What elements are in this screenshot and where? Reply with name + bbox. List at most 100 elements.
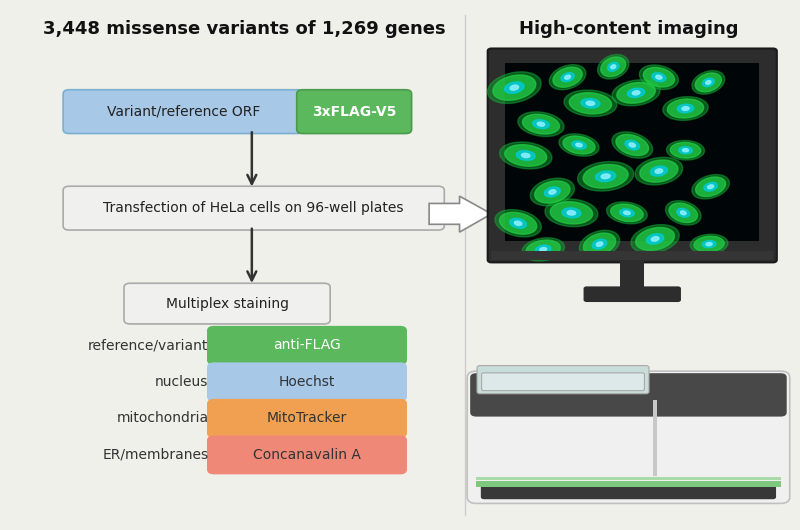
Ellipse shape <box>608 63 619 71</box>
FancyBboxPatch shape <box>481 484 776 499</box>
Ellipse shape <box>695 177 726 197</box>
Ellipse shape <box>617 83 655 103</box>
Ellipse shape <box>586 101 594 105</box>
Ellipse shape <box>631 225 679 253</box>
Ellipse shape <box>538 122 545 126</box>
Ellipse shape <box>563 136 595 154</box>
Ellipse shape <box>610 65 616 69</box>
FancyBboxPatch shape <box>583 286 681 302</box>
Bar <box>653 400 657 476</box>
Text: High-content imaging: High-content imaging <box>518 20 738 38</box>
Ellipse shape <box>583 233 616 255</box>
Ellipse shape <box>534 181 570 203</box>
Ellipse shape <box>612 132 653 158</box>
Ellipse shape <box>610 204 643 222</box>
FancyBboxPatch shape <box>467 371 790 504</box>
Ellipse shape <box>601 174 610 179</box>
Text: anti-FLAG: anti-FLAG <box>273 338 341 352</box>
Ellipse shape <box>559 134 599 156</box>
Ellipse shape <box>561 73 574 82</box>
Ellipse shape <box>540 248 546 251</box>
Ellipse shape <box>565 75 570 79</box>
Ellipse shape <box>545 187 560 197</box>
Ellipse shape <box>601 57 626 77</box>
Ellipse shape <box>627 88 645 98</box>
Ellipse shape <box>495 209 542 237</box>
Ellipse shape <box>655 169 662 173</box>
Ellipse shape <box>706 243 712 246</box>
Ellipse shape <box>706 81 711 84</box>
FancyBboxPatch shape <box>482 373 645 391</box>
Ellipse shape <box>562 208 581 218</box>
Ellipse shape <box>522 114 559 134</box>
Ellipse shape <box>678 104 694 113</box>
Ellipse shape <box>640 160 678 182</box>
Text: nucleus: nucleus <box>155 375 209 389</box>
Ellipse shape <box>516 151 535 160</box>
Ellipse shape <box>692 70 725 94</box>
Ellipse shape <box>625 140 639 150</box>
FancyBboxPatch shape <box>470 373 786 417</box>
FancyBboxPatch shape <box>63 90 303 134</box>
Ellipse shape <box>578 162 634 191</box>
Ellipse shape <box>581 99 600 108</box>
Ellipse shape <box>526 240 560 259</box>
Ellipse shape <box>708 185 714 189</box>
Ellipse shape <box>522 153 530 157</box>
Ellipse shape <box>666 201 701 225</box>
Ellipse shape <box>692 174 730 199</box>
Ellipse shape <box>678 147 692 154</box>
Ellipse shape <box>510 218 526 228</box>
Ellipse shape <box>550 65 586 90</box>
Ellipse shape <box>530 178 574 206</box>
FancyBboxPatch shape <box>63 186 444 230</box>
Ellipse shape <box>702 78 714 87</box>
FancyBboxPatch shape <box>208 326 406 364</box>
Ellipse shape <box>499 213 537 234</box>
Ellipse shape <box>620 209 634 217</box>
Ellipse shape <box>667 99 704 118</box>
Ellipse shape <box>663 96 708 120</box>
Ellipse shape <box>652 73 666 82</box>
Ellipse shape <box>612 80 660 106</box>
Ellipse shape <box>682 107 689 110</box>
Ellipse shape <box>533 120 550 129</box>
Ellipse shape <box>596 242 602 246</box>
Ellipse shape <box>639 65 678 90</box>
Ellipse shape <box>583 164 628 188</box>
Ellipse shape <box>704 182 718 191</box>
Ellipse shape <box>694 236 724 252</box>
Text: ER/membranes: ER/membranes <box>102 448 209 462</box>
Ellipse shape <box>567 210 576 215</box>
Ellipse shape <box>702 241 716 248</box>
Ellipse shape <box>553 67 582 87</box>
FancyBboxPatch shape <box>208 363 406 401</box>
Ellipse shape <box>592 239 606 249</box>
Ellipse shape <box>629 143 635 147</box>
Ellipse shape <box>595 171 616 182</box>
Text: reference/variant: reference/variant <box>88 338 209 352</box>
Ellipse shape <box>616 135 649 155</box>
Text: 3,448 missense variants of 1,269 genes: 3,448 missense variants of 1,269 genes <box>43 20 446 38</box>
Ellipse shape <box>514 221 522 225</box>
Ellipse shape <box>643 67 674 87</box>
Ellipse shape <box>650 166 667 176</box>
Ellipse shape <box>487 72 541 103</box>
Bar <box>476 481 781 487</box>
Ellipse shape <box>606 202 647 224</box>
FancyBboxPatch shape <box>297 90 412 134</box>
Ellipse shape <box>646 234 664 244</box>
Ellipse shape <box>651 236 659 241</box>
FancyBboxPatch shape <box>208 400 406 437</box>
Ellipse shape <box>677 208 690 217</box>
FancyBboxPatch shape <box>477 366 649 394</box>
Ellipse shape <box>522 238 565 261</box>
Ellipse shape <box>632 91 640 95</box>
Ellipse shape <box>670 143 701 158</box>
FancyBboxPatch shape <box>208 436 406 474</box>
Ellipse shape <box>576 143 582 147</box>
Ellipse shape <box>635 157 682 185</box>
Text: Transfection of HeLa cells on 96-well plates: Transfection of HeLa cells on 96-well pl… <box>103 201 404 215</box>
Text: 3xFLAG-V5: 3xFLAG-V5 <box>312 104 396 119</box>
FancyBboxPatch shape <box>124 283 330 324</box>
